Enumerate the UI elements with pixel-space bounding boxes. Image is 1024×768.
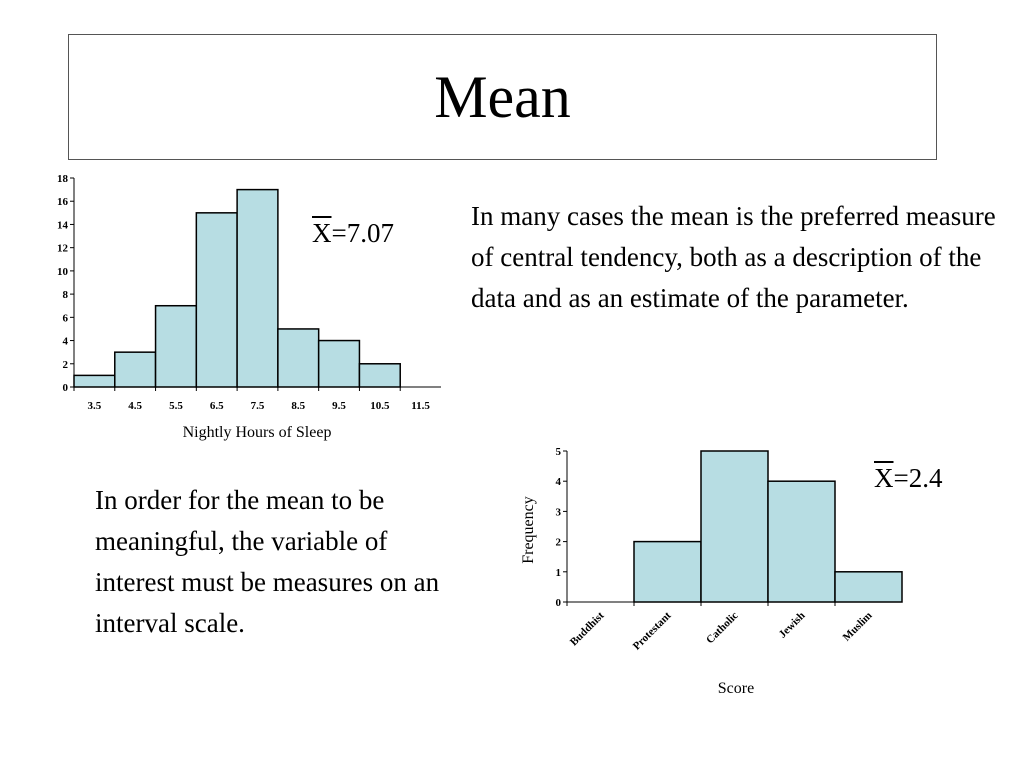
paragraph-interval-scale: In order for the mean to be meaningful, … <box>95 485 440 638</box>
histogram-bar <box>834 571 903 603</box>
y-tick-label: 6 <box>63 312 69 324</box>
y-tick-label: 8 <box>63 289 69 301</box>
x-tick-label: 9.5 <box>332 400 346 412</box>
histogram-bar <box>358 363 401 388</box>
histogram-bar <box>633 540 702 603</box>
y-tick-label: 4 <box>63 336 69 348</box>
y-axis-label: Frequency <box>520 496 537 564</box>
mean-value: =7.07 <box>331 218 394 248</box>
x-tick-label: Protestant <box>631 609 674 652</box>
y-tick-label: 12 <box>57 243 69 255</box>
x-tick-label: Buddhist <box>568 609 607 648</box>
histogram-bar <box>236 188 279 388</box>
y-tick-label: 3 <box>556 506 562 518</box>
histogram-bar <box>317 339 361 388</box>
histogram-bar <box>195 212 238 388</box>
x-tick-label: 5.5 <box>169 400 183 412</box>
histogram-bar <box>700 450 769 603</box>
y-tick-label: 18 <box>57 173 69 185</box>
y-tick-label: 4 <box>556 476 562 488</box>
x-tick-label: Jewish <box>777 610 808 641</box>
x-tick-label: 11.5 <box>411 400 430 412</box>
x-tick-label: 4.5 <box>128 400 142 412</box>
histogram-bar <box>114 351 157 388</box>
x-axis-label: Score <box>718 680 754 697</box>
x-tick-label: Muslim <box>841 610 875 644</box>
x-tick-label: 6.5 <box>210 400 224 412</box>
y-tick-label: 0 <box>556 597 562 609</box>
slide-title: Mean <box>434 64 571 130</box>
y-tick-label: 1 <box>556 567 562 579</box>
y-tick-label: 14 <box>57 219 69 231</box>
histogram-bar <box>767 480 836 603</box>
y-tick-label: 16 <box>57 196 69 208</box>
mean-annotation-sleep: X=7.07 <box>312 220 394 247</box>
x-tick-label: 3.5 <box>88 400 102 412</box>
paragraph-central-tendency: In many cases the mean is the preferred … <box>471 201 996 313</box>
x-tick-label: 8.5 <box>291 400 305 412</box>
x-bar-symbol: X <box>874 463 894 493</box>
mean-value: =2.4 <box>893 463 943 493</box>
y-tick-label: 0 <box>63 382 69 394</box>
y-tick-label: 5 <box>556 446 562 458</box>
title-box: Mean <box>68 34 937 160</box>
mean-annotation-religion: X=2.4 <box>874 465 942 492</box>
y-tick-label: 10 <box>57 266 69 278</box>
x-bar-symbol: X <box>312 218 332 248</box>
y-tick-label: 2 <box>63 359 69 371</box>
x-tick-label: Catholic <box>704 610 741 647</box>
histogram-bar <box>277 328 320 388</box>
x-tick-label: 10.5 <box>370 400 390 412</box>
x-axis-label: Nightly Hours of Sleep <box>183 424 332 441</box>
x-tick-label: 7.5 <box>251 400 265 412</box>
y-tick-label: 2 <box>556 537 562 549</box>
